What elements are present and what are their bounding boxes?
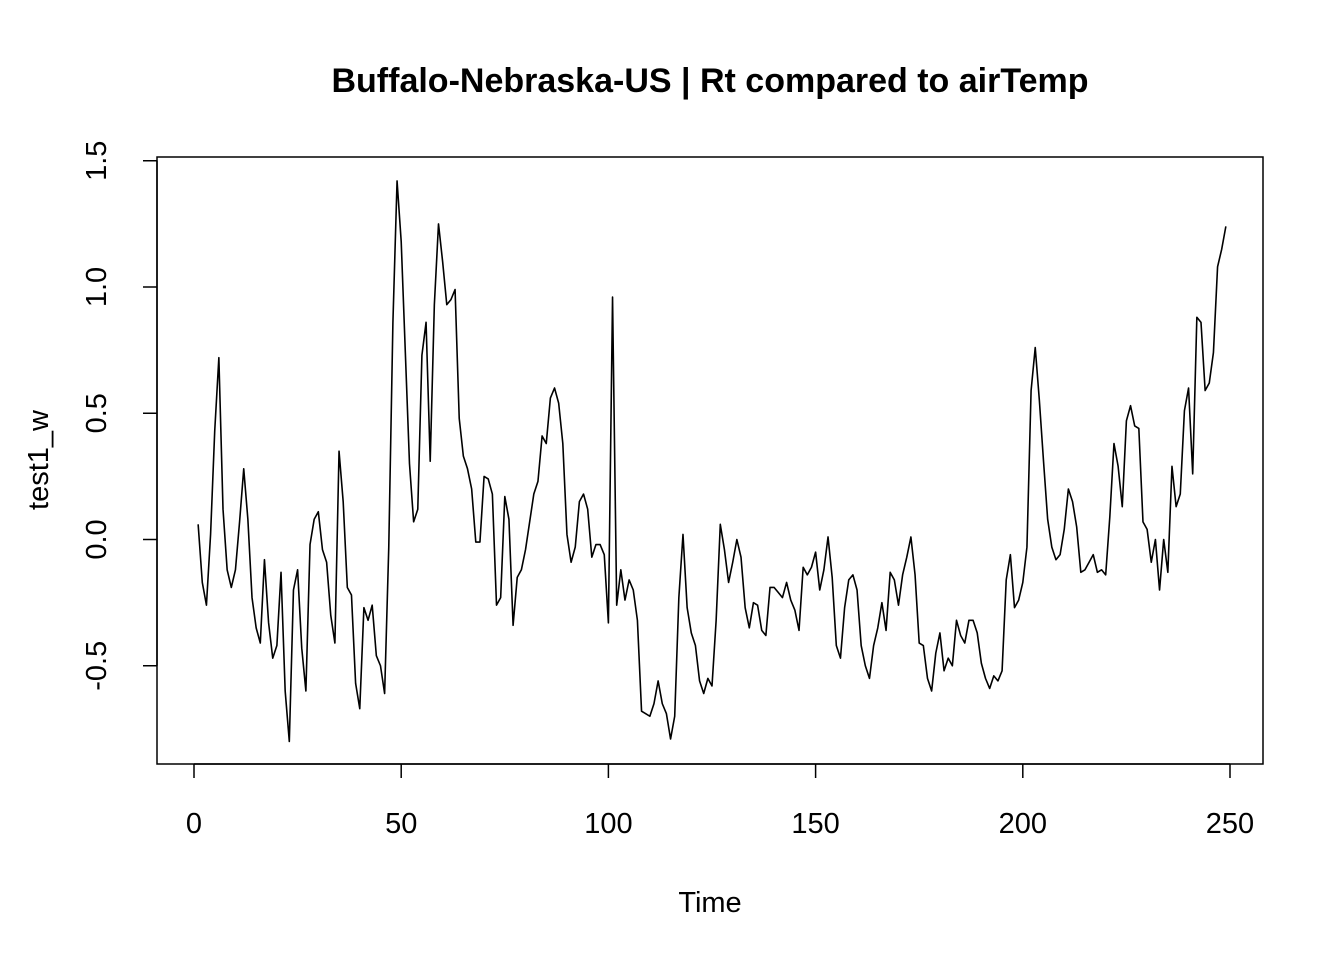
x-tick-label: 250 (1206, 808, 1254, 840)
x-tick-label: 200 (999, 808, 1047, 840)
y-tick-label: -0.5 (81, 641, 113, 691)
x-tick-label: 100 (584, 808, 632, 840)
plot-frame (156, 156, 1264, 765)
plot-area (197, 180, 1227, 743)
x-axis-label: Time (678, 887, 741, 919)
chart-title: Buffalo-Nebraska-US | Rt compared to air… (331, 62, 1088, 100)
x-tick-label: 0 (186, 808, 202, 840)
y-tick-label: 0.5 (81, 393, 113, 433)
y-axis-label: test1_w (23, 409, 55, 510)
y-tick-label: 1.0 (81, 267, 113, 307)
y-tick-label: 0.0 (81, 519, 113, 559)
x-tick-label: 150 (791, 808, 839, 840)
x-axis: 0 50 100 150 200 250 (186, 763, 1254, 840)
y-tick-label: 1.5 (81, 141, 113, 181)
y-axis: -0.5 0.0 0.5 1.0 1.5 (81, 141, 158, 691)
series-line (197, 180, 1227, 743)
x-tick-label: 50 (385, 808, 417, 840)
